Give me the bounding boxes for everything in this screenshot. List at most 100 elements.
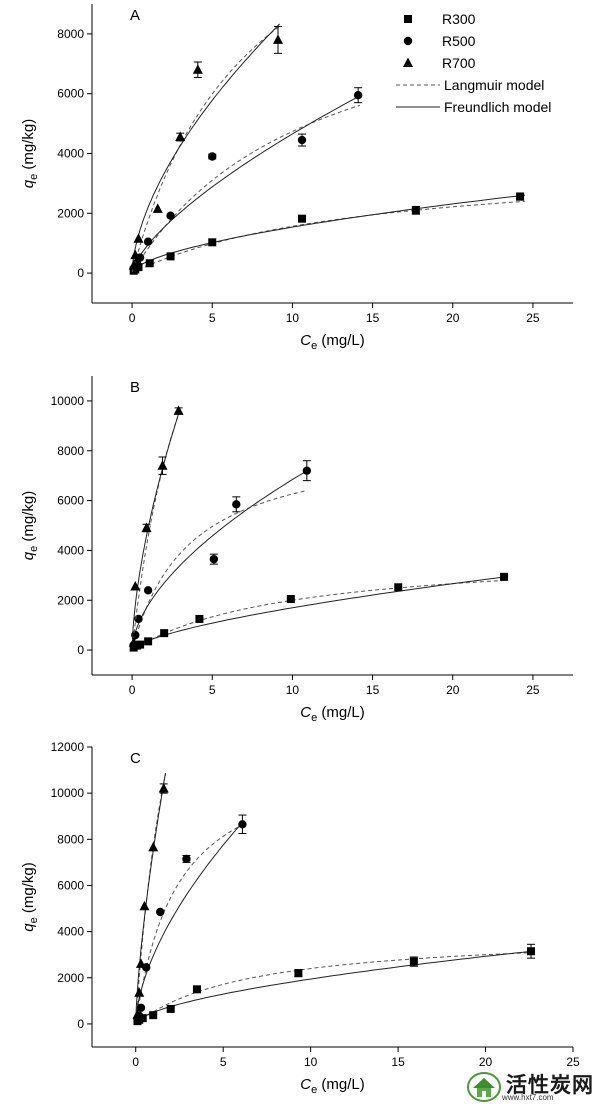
data-point-square xyxy=(298,214,307,223)
data-point-square xyxy=(166,252,175,261)
data-point-square xyxy=(136,640,145,649)
freundlich-curve xyxy=(131,23,280,267)
y-tick-label: 6000 xyxy=(57,87,84,101)
data-point-circle xyxy=(238,820,247,829)
data-point-triangle xyxy=(134,987,145,997)
watermark-logo: 活性炭网 www.hxt7.com xyxy=(466,1069,596,1103)
freundlich-curve xyxy=(131,95,361,272)
data-point-triangle xyxy=(130,249,141,260)
y-axis-title: qe (mg/kg) xyxy=(20,119,40,188)
data-point-circle xyxy=(208,152,217,161)
watermark-sub-text: www.hxt7.com xyxy=(502,1093,554,1102)
x-tick-label: 0 xyxy=(129,311,136,325)
x-tick-label: 25 xyxy=(566,1055,580,1069)
y-tick-label: 8000 xyxy=(57,27,84,41)
legend-entry: R500 xyxy=(403,33,476,49)
watermark-main-text: 活性炭网 xyxy=(506,1074,594,1097)
x-tick-label: 0 xyxy=(132,1055,139,1069)
x-tick-label: 10 xyxy=(304,1055,318,1069)
freundlich-curve xyxy=(135,822,243,1018)
langmuir-curve xyxy=(131,104,360,273)
data-point-square xyxy=(166,1004,175,1013)
series-r700 xyxy=(128,405,184,648)
y-tick-label: 2000 xyxy=(57,971,84,985)
langmuir-curve xyxy=(131,490,307,650)
y-tick-label: 8000 xyxy=(57,444,84,458)
data-point-circle xyxy=(182,854,191,864)
data-point-circle xyxy=(302,466,312,475)
data-point-triangle xyxy=(158,783,169,793)
data-point-square xyxy=(195,614,204,623)
data-point-square xyxy=(411,206,420,215)
y-axis-subscript: e xyxy=(28,174,40,180)
legend-label: Langmuir model xyxy=(444,77,544,93)
x-tick-label: 25 xyxy=(526,311,540,325)
x-axis-title: Ce (mg/L) xyxy=(300,332,364,352)
y-tick-label: 8000 xyxy=(57,832,84,846)
data-point-square xyxy=(294,969,303,978)
data-point-square xyxy=(160,629,169,638)
data-point-circle xyxy=(143,237,153,246)
y-tick-label: 6000 xyxy=(57,878,84,892)
freundlich-curve xyxy=(131,194,525,273)
panel-letter: C xyxy=(130,750,141,767)
data-point-square xyxy=(144,637,153,646)
house-leaf-icon xyxy=(467,1072,501,1102)
x-tick-label: 20 xyxy=(479,1055,493,1069)
y-axis-title: qe (mg/kg) xyxy=(20,491,40,560)
series-r300 xyxy=(129,572,509,652)
x-axis-subscript: e xyxy=(311,340,317,352)
y-axis-unit: (mg/kg) xyxy=(20,491,37,546)
x-axis-symbol: C xyxy=(300,1076,311,1093)
x-axis-subscript: e xyxy=(311,1084,317,1096)
data-point-triangle xyxy=(132,1009,143,1019)
data-point-triangle xyxy=(173,405,184,415)
x-tick-label: 25 xyxy=(526,683,540,697)
langmuir-curve xyxy=(131,25,280,272)
x-tick-label: 5 xyxy=(209,683,216,697)
legend-entry: R300 xyxy=(404,11,476,27)
x-tick-label: 10 xyxy=(286,311,300,325)
freundlich-curve xyxy=(131,411,180,640)
freundlich-curve xyxy=(135,950,532,1024)
data-point-circle xyxy=(156,907,165,917)
x-axis-title: Ce (mg/L) xyxy=(300,704,364,724)
y-tick-label: 12000 xyxy=(51,740,85,754)
data-point-circle xyxy=(353,90,363,100)
x-tick-label: 20 xyxy=(446,311,460,325)
data-point-triangle xyxy=(141,522,152,532)
x-axis-unit: (mg/L) xyxy=(317,704,365,721)
freundlich-curve xyxy=(135,772,166,1013)
data-point-triangle xyxy=(139,900,150,911)
y-tick-label: 6000 xyxy=(57,494,84,508)
legend-label: R300 xyxy=(442,11,476,27)
langmuir-curve xyxy=(132,200,525,274)
data-point-square xyxy=(134,263,143,272)
y-axis-subscript: e xyxy=(28,917,40,923)
y-axis-subscript: e xyxy=(28,546,40,552)
panel-c: 0 5 10 15 20 25020004000600080001000012000CCe… xyxy=(20,740,580,1096)
x-axis-unit: (mg/L) xyxy=(317,332,365,349)
langmuir-curve xyxy=(135,952,532,1025)
y-tick-label: 4000 xyxy=(57,543,84,557)
y-tick-label: 0 xyxy=(77,266,84,280)
series-r300 xyxy=(133,943,536,1026)
data-point-square xyxy=(516,192,525,201)
x-tick-label: 0 xyxy=(129,683,136,697)
x-axis-unit: (mg/L) xyxy=(317,1076,365,1093)
panel-letter: A xyxy=(130,7,140,24)
data-point-triangle xyxy=(157,460,168,470)
x-axis-symbol: C xyxy=(300,704,311,721)
legend: R300 R500 R700 Langmuir model Freundlich mod… xyxy=(396,11,551,115)
data-point-circle xyxy=(297,135,307,145)
y-axis-title: qe (mg/kg) xyxy=(20,862,40,931)
y-tick-label: 10000 xyxy=(51,786,85,800)
series-r500 xyxy=(129,87,363,273)
legend-label: R500 xyxy=(442,33,476,49)
data-point-square xyxy=(286,595,295,604)
data-point-square xyxy=(527,947,536,956)
data-point-square xyxy=(145,259,154,268)
data-point-square xyxy=(208,238,217,247)
data-point-triangle xyxy=(175,131,186,142)
